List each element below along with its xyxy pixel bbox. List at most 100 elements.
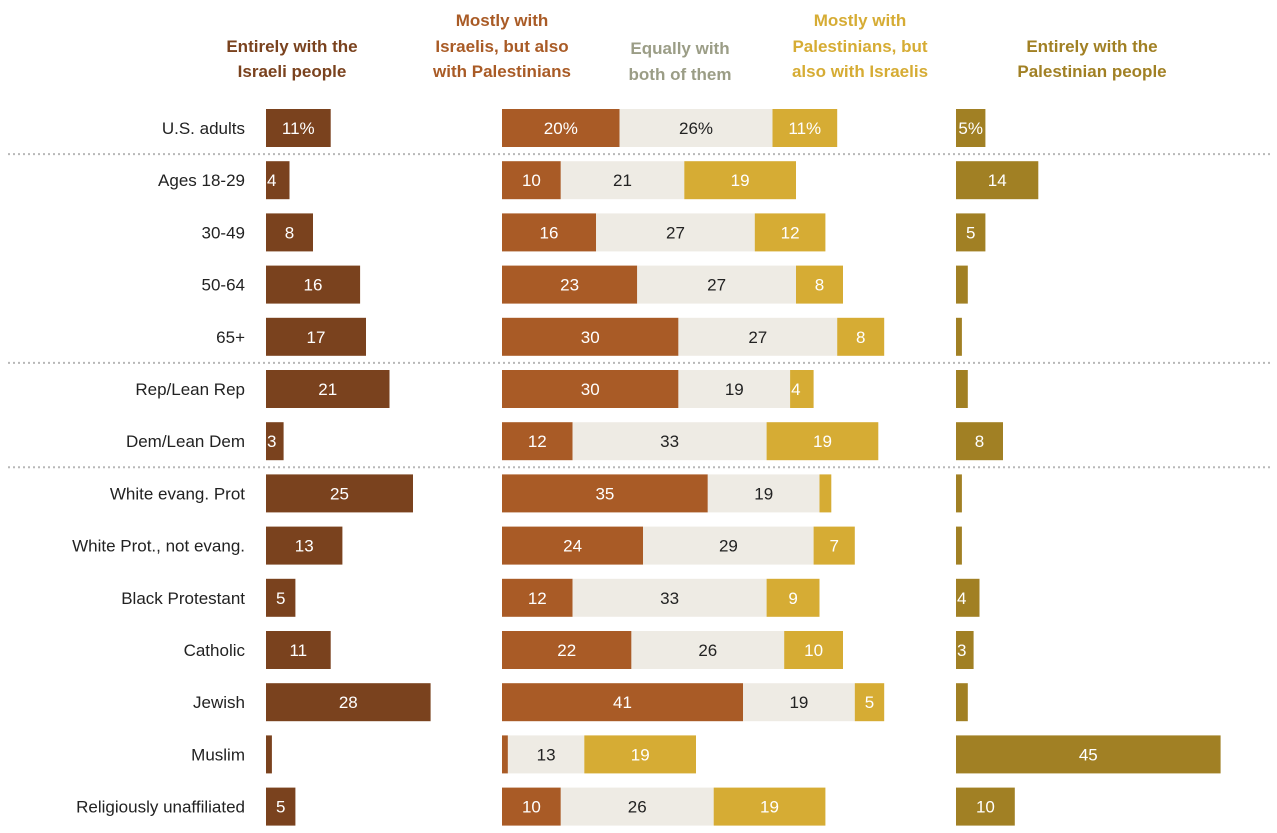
label-entirely-palestinian-2: 5	[966, 223, 975, 242]
category-label-7: White evang. Prot	[110, 484, 245, 503]
label-mostly-israeli-11: 41	[613, 693, 632, 712]
category-label-12: Muslim	[191, 745, 245, 764]
bar-entirely-israeli-10	[266, 631, 331, 669]
bar-equally-12	[507, 735, 585, 774]
bar-entirely-palestinian-9	[956, 578, 980, 617]
bar-mostly-israeli-1	[502, 161, 561, 200]
bar-mostly-israeli-11	[502, 683, 744, 722]
column-headers: Entirely with the Israeli people Mostly wi…	[226, 11, 1166, 84]
label-mostly-palestinian-2: 12	[781, 223, 800, 242]
bar-equally-0	[619, 109, 773, 147]
bar-equally-13	[560, 787, 714, 826]
bar-entirely-israeli-6	[266, 422, 284, 461]
label-mostly-palestinian-12: 19	[631, 745, 650, 764]
header-equally-line-1: Equally with	[630, 39, 729, 58]
label-mostly-israeli-5: 30	[581, 380, 600, 399]
category-label-6: Dem/Lean Dem	[126, 432, 245, 451]
bar-mostly-palestinian-6	[766, 422, 879, 461]
label-mostly-israeli-0: 20%	[544, 119, 578, 138]
bar-equally-7	[707, 474, 820, 513]
label-equally-4: 27	[748, 328, 767, 347]
label-entirely-israeli-9: 5	[276, 589, 285, 608]
label-equally-11: 19	[789, 693, 808, 712]
bar-entirely-palestinian-5	[956, 370, 968, 408]
header-entirely-israeli-line-2: Israeli people	[238, 62, 347, 81]
header-mostly-palestinian-line-1: Mostly with	[814, 11, 907, 30]
bar-mostly-palestinian-11	[854, 683, 885, 722]
bar-entirely-palestinian-3	[956, 265, 968, 304]
bar-mostly-palestinian-1	[684, 161, 796, 200]
bar-entirely-palestinian-13	[956, 787, 1015, 826]
bar-entirely-palestinian-6	[956, 422, 1003, 461]
header-entirely-palestinian-line-2: Palestinian people	[1017, 62, 1166, 81]
label-mostly-palestinian-1: 19	[731, 171, 750, 190]
category-label-0: U.S. adults	[162, 119, 245, 138]
label-mostly-palestinian-6: 19	[813, 432, 832, 451]
bar-entirely-israeli-8	[266, 526, 343, 565]
label-entirely-israeli-7: 25	[330, 484, 349, 503]
bar-entirely-israeli-7	[266, 474, 413, 513]
bar-mostly-palestinian-2	[754, 213, 826, 252]
label-mostly-israeli-4: 30	[581, 328, 600, 347]
label-entirely-israeli-1: 4	[267, 171, 276, 190]
bar-mostly-israeli-12	[502, 735, 508, 774]
bar-entirely-israeli-9	[266, 578, 296, 617]
label-mostly-israeli-13: 10	[522, 798, 541, 817]
bar-equally-8	[643, 526, 814, 565]
bar-entirely-israeli-11	[266, 683, 431, 722]
header-entirely-israeli-line-1: Entirely with the	[226, 37, 357, 56]
bar-mostly-israeli-6	[502, 422, 573, 461]
label-equally-5: 19	[725, 380, 744, 399]
bar-equally-3	[637, 265, 796, 304]
label-equally-1: 21	[613, 171, 632, 190]
category-label-4: 65+	[216, 328, 245, 347]
bar-mostly-palestinian-12	[584, 735, 696, 774]
bar-entirely-israeli-3	[266, 265, 361, 304]
label-equally-13: 26	[628, 798, 647, 817]
bar-mostly-israeli-4	[502, 317, 679, 356]
label-mostly-palestinian-10: 10	[804, 641, 823, 660]
category-label-10: Catholic	[184, 641, 246, 660]
label-entirely-israeli-10: 11	[289, 641, 307, 660]
bar-entirely-palestinian-1	[956, 161, 1039, 200]
header-mostly-palestinian-line-2: Palestinians, but	[792, 37, 927, 56]
bar-mostly-palestinian-5	[790, 370, 814, 408]
label-entirely-israeli-2: 8	[285, 223, 294, 242]
label-entirely-palestinian-12: 45	[1079, 745, 1098, 764]
bar-equally-10	[631, 631, 785, 669]
label-mostly-israeli-7: 35	[595, 484, 614, 503]
bar-entirely-palestinian-12	[956, 735, 1221, 774]
label-equally-7: 19	[754, 484, 773, 503]
bar-mostly-israeli-8	[502, 526, 644, 565]
bar-entirely-palestinian-11	[956, 683, 968, 722]
bars	[266, 109, 1221, 826]
bar-mostly-palestinian-3	[796, 265, 843, 304]
bar-entirely-palestinian-8	[956, 526, 962, 565]
bar-equally-5	[678, 370, 791, 408]
bar-mostly-palestinian-4	[837, 317, 885, 356]
label-entirely-israeli-0: 11%	[282, 119, 315, 138]
label-equally-12: 13	[537, 745, 556, 764]
label-mostly-palestinian-8: 7	[829, 537, 838, 556]
label-mostly-palestinian-3: 8	[815, 276, 824, 295]
bar-mostly-israeli-7	[502, 474, 708, 513]
label-equally-9: 33	[660, 589, 679, 608]
label-equally-0: 26%	[679, 119, 713, 138]
label-entirely-israeli-6: 3	[267, 432, 276, 451]
bar-mostly-palestinian-13	[713, 787, 826, 826]
bar-equally-4	[678, 317, 838, 356]
label-entirely-palestinian-1: 14	[988, 171, 1007, 190]
label-equally-10: 26	[698, 641, 717, 660]
bar-entirely-israeli-13	[266, 787, 296, 826]
label-mostly-israeli-1: 10	[522, 171, 541, 190]
header-entirely-palestinian-line-1: Entirely with the	[1026, 37, 1157, 56]
bar-equally-6	[572, 422, 767, 461]
bar-entirely-israeli-5	[266, 370, 390, 408]
category-labels: U.S. adults Ages 18-29 30-49 50-64 65+ Rep/Le…	[72, 119, 245, 817]
bar-equally-1	[560, 161, 685, 200]
label-mostly-israeli-9: 12	[528, 589, 547, 608]
bar-entirely-israeli-0	[266, 109, 331, 147]
label-equally-3: 27	[707, 276, 726, 295]
category-label-5: Rep/Lean Rep	[135, 380, 245, 399]
label-equally-6: 33	[660, 432, 679, 451]
